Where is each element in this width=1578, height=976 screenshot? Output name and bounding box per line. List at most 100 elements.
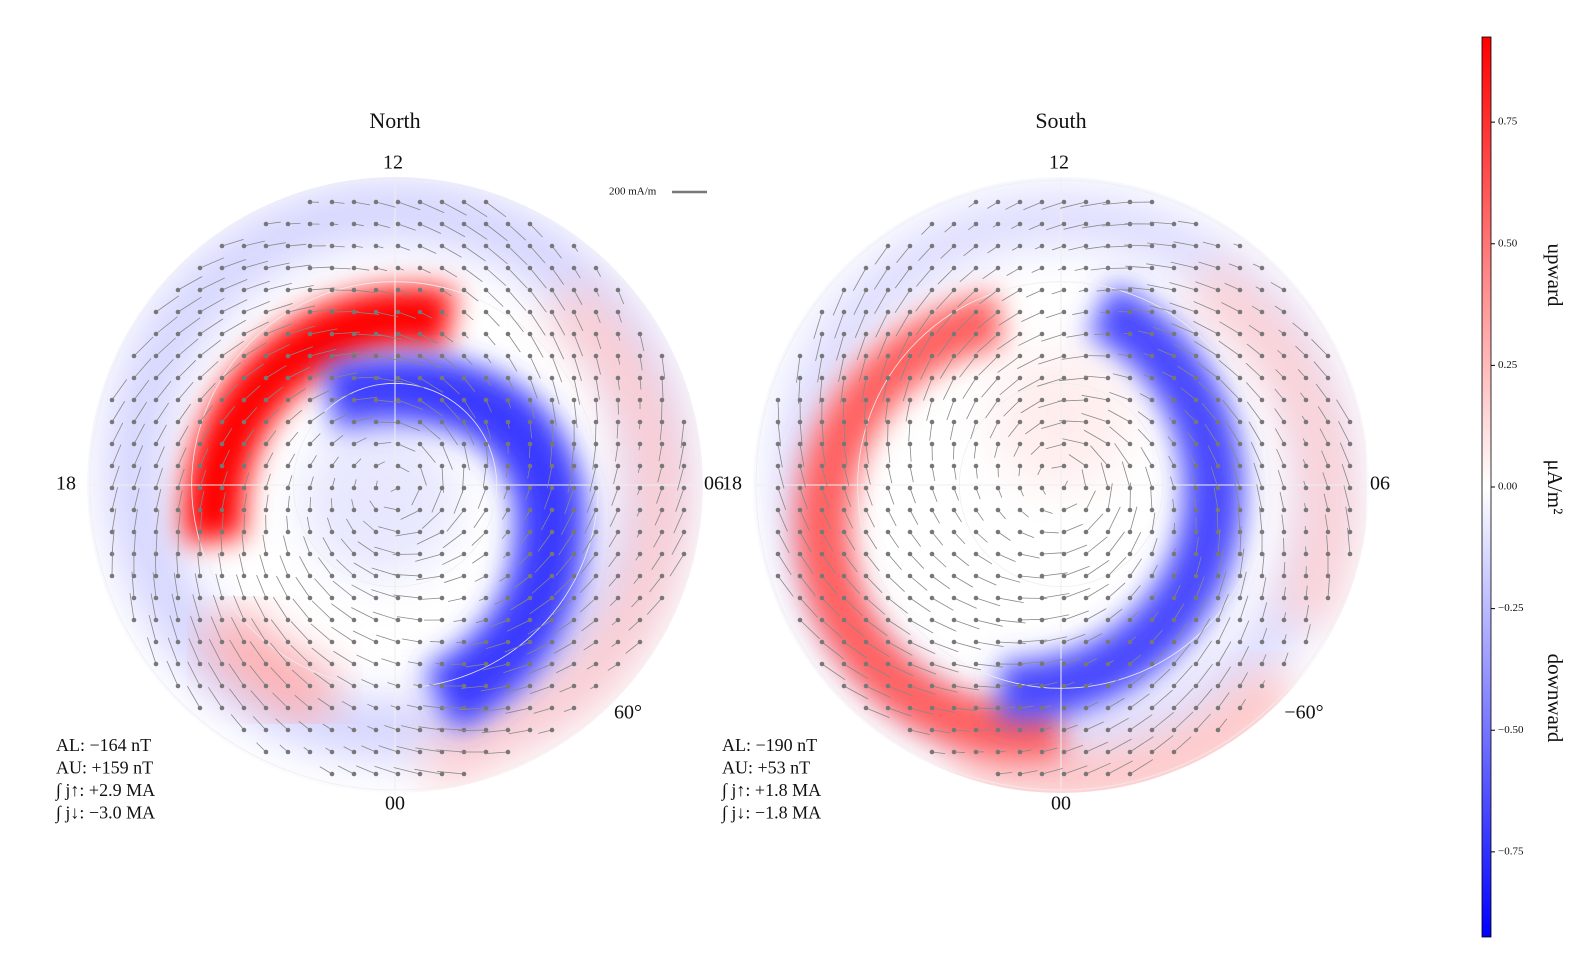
vector (155, 446, 165, 467)
vector (882, 377, 889, 402)
vector-origin (483, 199, 489, 205)
colorbar (1481, 36, 1492, 938)
vector (1193, 301, 1219, 313)
vector (977, 311, 999, 330)
vector-origin (483, 683, 489, 689)
vector-origin (417, 419, 423, 425)
vector (1129, 585, 1141, 599)
vector-origin (351, 221, 357, 227)
vector-origin (907, 551, 913, 557)
vector (909, 597, 931, 613)
vector-origin (1193, 639, 1199, 645)
vector-origin (1171, 595, 1177, 601)
vector-origin (637, 375, 643, 381)
vector (375, 289, 394, 295)
vector (287, 495, 290, 511)
vector (821, 553, 836, 574)
vector-origin (483, 661, 489, 667)
vector-origin (241, 419, 247, 425)
vector-origin (549, 705, 555, 711)
vector-origin (841, 309, 847, 315)
vector-origin (995, 771, 1001, 777)
vector (1021, 311, 1043, 323)
vector (490, 619, 509, 628)
vector (608, 531, 619, 548)
vector-origin (1259, 309, 1265, 315)
colorbar-upper-label: upward (1543, 244, 1567, 307)
vector-origin (1039, 771, 1045, 777)
vector (199, 382, 216, 401)
vector-origin (1259, 375, 1265, 381)
vector (1173, 241, 1197, 247)
vector (887, 443, 891, 463)
colorbar-tick-label: 0.25 (1498, 359, 1518, 371)
vector (1024, 421, 1043, 435)
vector-origin (439, 551, 445, 557)
vector-origin (219, 419, 225, 425)
vector-origin (1149, 375, 1155, 381)
vector-origin (549, 595, 555, 601)
vector (381, 658, 399, 665)
vector-origin (1083, 485, 1089, 491)
vector-origin (951, 595, 957, 601)
vector (1187, 432, 1197, 445)
vector (529, 267, 547, 289)
vector-origin (1017, 265, 1023, 271)
vector (243, 429, 255, 445)
vector-origin (329, 551, 335, 557)
vector-origin (819, 551, 825, 557)
vector-origin (681, 551, 687, 557)
vector-origin (329, 331, 335, 337)
vector-origin (637, 419, 643, 425)
vector-origin (775, 485, 781, 491)
vector-origin (1347, 529, 1353, 535)
vector-origin (929, 551, 935, 557)
vector-origin (527, 573, 533, 579)
vector (1169, 282, 1197, 291)
vector-origin (1215, 507, 1221, 513)
vector-origin (1105, 419, 1111, 425)
vector (617, 289, 625, 305)
vector-origin (285, 397, 291, 403)
vector-origin (263, 551, 269, 557)
vector-origin (461, 265, 467, 271)
vector-origin (197, 705, 203, 711)
vector-origin (1105, 661, 1111, 667)
vector-origin (351, 749, 357, 755)
vector (353, 201, 371, 206)
vector (558, 531, 575, 556)
vector-origin (1259, 463, 1265, 469)
vector-origin (1039, 331, 1045, 337)
vector-origin (527, 485, 533, 491)
vector (155, 380, 172, 401)
vector (1058, 377, 1087, 382)
vector-origin (175, 573, 181, 579)
vector-origin (841, 573, 847, 579)
vector (963, 245, 977, 257)
vector-origin (1259, 265, 1265, 271)
vector-origin (681, 485, 687, 491)
vector-origin (549, 287, 555, 293)
vector-origin (1105, 705, 1111, 711)
vector-origin (175, 595, 181, 601)
vector-origin (1039, 485, 1045, 491)
vector (199, 448, 209, 467)
vector-origin (439, 749, 445, 755)
vector-origin (1127, 397, 1133, 403)
vector (444, 575, 465, 583)
vector-origin (417, 617, 423, 623)
vector (346, 518, 355, 533)
vector-origin (1303, 441, 1309, 447)
vector-origin (973, 199, 979, 205)
vector (397, 223, 416, 231)
vector (1063, 523, 1083, 533)
vector-origin (483, 705, 489, 711)
vector (199, 470, 207, 489)
vector (1068, 245, 1087, 251)
vector-origin (615, 639, 621, 645)
vector-origin (1149, 331, 1155, 337)
vector-origin (1325, 551, 1331, 557)
vector (1237, 504, 1241, 533)
vector-origin (197, 287, 203, 293)
vector (265, 282, 293, 291)
